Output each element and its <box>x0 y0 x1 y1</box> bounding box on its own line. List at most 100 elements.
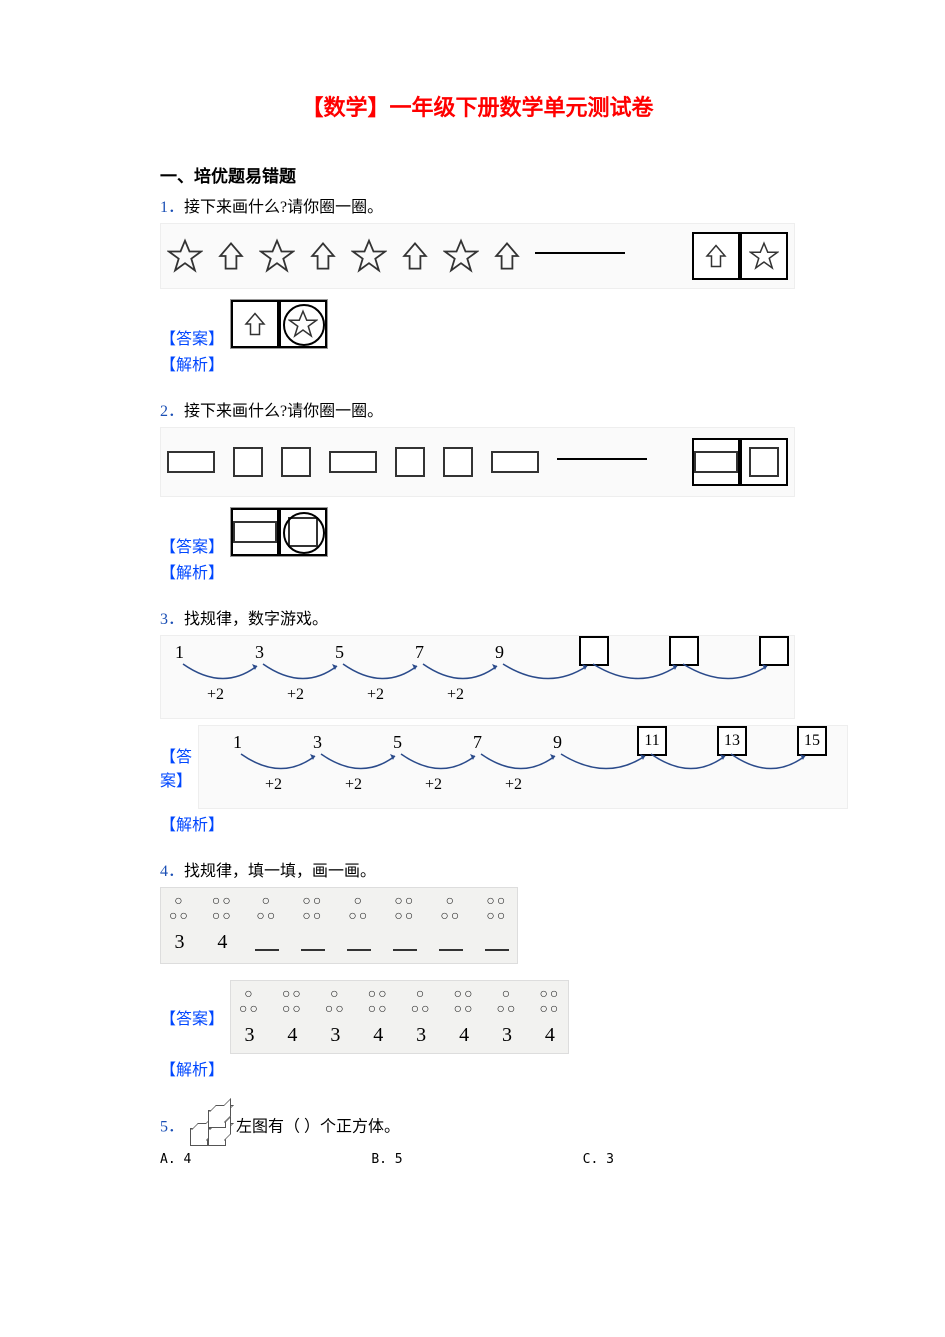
dot-pattern: ○○○○ <box>539 987 560 1018</box>
group-label: 3 <box>497 1024 518 1047</box>
q4-answer-figure: ○○○ 3 ○○○○ 4 ○○○ 3 ○○○○ 4 ○○○ 3 ○○○○ 4 ○… <box>230 980 569 1054</box>
hop-arc-icon <box>731 754 811 778</box>
dot-pattern: ○○○○ <box>454 987 475 1018</box>
answer-label: 【答案】 <box>160 1005 224 1029</box>
blank-underline <box>347 931 371 951</box>
dot-pattern: ○○○ <box>239 987 260 1018</box>
explain-label: 【解析】 <box>160 565 224 582</box>
group-label <box>439 931 463 957</box>
dot-pattern: ○○○○ <box>282 987 303 1018</box>
dot-group: ○○○ <box>255 894 279 957</box>
group-label <box>485 931 509 957</box>
q3-answer-row: 【答案】 13579111315 <box>160 725 795 809</box>
step-label: +2 <box>265 776 282 794</box>
dot-pattern: ○○○ <box>497 987 518 1018</box>
rect-wide-icon <box>167 451 215 473</box>
answer-box <box>279 508 327 556</box>
group-label <box>393 931 417 957</box>
choice-box[interactable] <box>740 232 788 280</box>
star-icon <box>259 238 295 274</box>
number-label: 5 <box>393 732 402 753</box>
number-box: 11 <box>637 726 667 756</box>
answer-box <box>231 300 279 348</box>
hop-arc-icon <box>423 664 503 688</box>
q1-prompt: 1．接下来画什么?请你圈一圈。 <box>160 193 795 217</box>
choice-box[interactable] <box>692 438 740 486</box>
number-label: 3 <box>313 732 322 753</box>
group-label <box>301 931 325 957</box>
q5-prompt: 5． 左图有（ ）个正方体。 <box>160 1110 795 1146</box>
step-label: +2 <box>425 776 442 794</box>
dot-group: ○○○○ 4 <box>212 894 233 957</box>
q1-choices <box>692 232 788 280</box>
q4-text: 找规律，填一填，画一画。 <box>184 863 376 880</box>
cubes-icon <box>188 1110 232 1146</box>
group-label: 4 <box>539 1024 560 1047</box>
q2-prompt: 2．接下来画什么?请你圈一圈。 <box>160 397 795 421</box>
step-label: +2 <box>447 686 464 704</box>
option[interactable]: C. 3 <box>583 1152 614 1167</box>
blank-line <box>535 252 625 254</box>
blank-underline <box>439 931 463 951</box>
dot-pattern: ○○○ <box>325 987 346 1018</box>
number-label: 5 <box>335 642 344 663</box>
choice-box[interactable] <box>740 438 788 486</box>
hop-arc-icon <box>651 754 731 778</box>
rect-square-icon <box>443 447 473 477</box>
hop-arc-icon <box>561 754 651 778</box>
hop-arc-icon <box>263 664 343 688</box>
dot-pattern: ○○○ <box>255 894 279 925</box>
group-label: 4 <box>368 1024 389 1047</box>
star-icon <box>749 241 779 271</box>
q3-text: 找规律，数字游戏。 <box>184 611 328 628</box>
hop-arc-icon <box>481 754 561 778</box>
dot-pattern: ○○○○ <box>212 894 233 925</box>
dot-group: ○○○ <box>347 894 371 957</box>
answer-box <box>231 508 279 556</box>
dot-group: ○○○ 3 <box>239 987 260 1047</box>
group-label: 4 <box>454 1024 475 1047</box>
step-label: +2 <box>287 686 304 704</box>
q3-question-figure: 13579 <box>160 635 795 719</box>
number-label: 1 <box>233 732 242 753</box>
q1-text: 接下来画什么?请你圈一圈。 <box>184 199 383 216</box>
rect-square-icon <box>395 447 425 477</box>
rect-wide-icon <box>694 451 738 473</box>
star-icon <box>443 238 479 274</box>
hop-arc-icon <box>503 664 593 688</box>
step-label: +2 <box>367 686 384 704</box>
dot-pattern: ○○○○ <box>485 894 509 925</box>
q2-number: 2． <box>160 403 184 420</box>
option[interactable]: B. 5 <box>371 1152 402 1167</box>
q5-text: 左图有（ ）个正方体。 <box>236 1118 400 1135</box>
q1-pattern-row <box>160 223 795 289</box>
choice-box[interactable] <box>692 232 740 280</box>
arrow-up-icon <box>489 238 525 274</box>
q4-prompt: 4．找规律，填一填，画一画。 <box>160 857 795 881</box>
star-icon <box>167 238 203 274</box>
rect-square-icon <box>749 447 779 477</box>
q2-answer-boxes <box>230 507 328 557</box>
number-label: 7 <box>415 642 424 663</box>
blank-underline <box>301 931 325 951</box>
hop-arc-icon <box>401 754 481 778</box>
group-label: 4 <box>212 931 233 954</box>
option[interactable]: A. 4 <box>160 1152 191 1167</box>
arrow-up-icon <box>305 238 341 274</box>
hop-arc-icon <box>593 664 683 688</box>
rect-square-icon <box>233 447 263 477</box>
dot-pattern: ○○○○ <box>301 894 325 925</box>
circle-mark <box>283 512 325 554</box>
q3-answer-figure: 13579111315 <box>198 725 848 809</box>
circle-mark <box>283 304 325 346</box>
step-label: +2 <box>207 686 224 704</box>
group-label <box>255 931 279 957</box>
arrow-up-icon <box>213 238 249 274</box>
group-label <box>347 931 371 957</box>
dot-group: ○○○○ 4 <box>539 987 560 1047</box>
blank-underline <box>255 931 279 951</box>
q2-text: 接下来画什么?请你圈一圈。 <box>184 403 383 420</box>
page-title: 【数学】一年级下册数学单元测试卷 <box>160 90 795 122</box>
dot-group: ○○○○ 4 <box>368 987 389 1047</box>
explain-label: 【解析】 <box>160 817 224 834</box>
